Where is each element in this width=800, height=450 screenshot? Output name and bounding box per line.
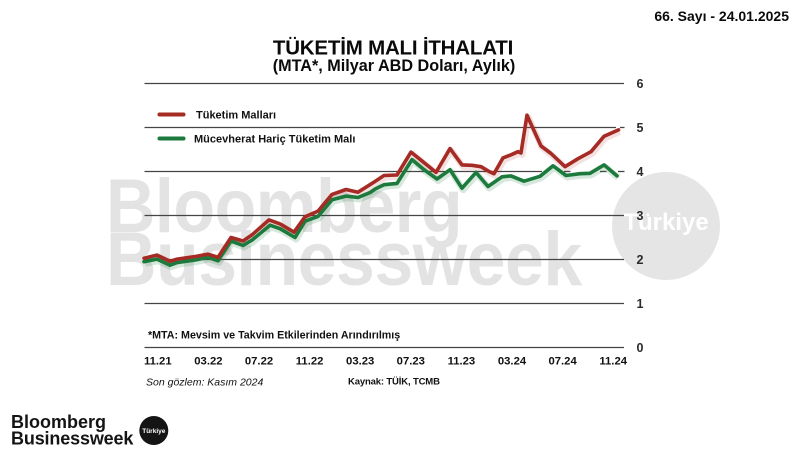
svg-text:Kaynak: TÜİK, TCMB: Kaynak: TÜİK, TCMB: [348, 377, 440, 388]
svg-text:03.24: 03.24: [498, 356, 527, 368]
svg-text:1: 1: [637, 297, 644, 311]
svg-text:11.21: 11.21: [144, 356, 172, 368]
svg-text:Türkiye: Türkiye: [142, 428, 166, 435]
svg-text:07.22: 07.22: [245, 356, 273, 368]
svg-text:Son gözlem: Kasım 2024: Son gözlem: Kasım 2024: [146, 377, 263, 389]
svg-text:5: 5: [637, 121, 644, 135]
svg-text:66. Sayı - 24.01.2025: 66. Sayı - 24.01.2025: [654, 8, 789, 24]
svg-text:03.22: 03.22: [194, 356, 222, 368]
svg-text:11.24: 11.24: [599, 356, 627, 368]
svg-text:Tüketim Malları: Tüketim Malları: [196, 110, 276, 122]
svg-text:Bloomberg: Bloomberg: [11, 412, 106, 432]
svg-text:0: 0: [637, 341, 644, 355]
svg-text:Bloomberg: Bloomberg: [106, 165, 462, 249]
svg-text:Mücevherat Hariç Tüketim Malı: Mücevherat Hariç Tüketim Malı: [194, 134, 355, 146]
svg-text:Türkiye: Türkiye: [623, 209, 708, 236]
svg-text:TÜKETİM MALI İTHALATI: TÜKETİM MALI İTHALATI: [273, 37, 513, 60]
svg-text:*MTA: Mevsim ve Takvim Etkiler: *MTA: Mevsim ve Takvim Etkilerinden Arın…: [148, 330, 400, 342]
svg-text:Businessweek: Businessweek: [11, 429, 134, 449]
svg-text:3: 3: [637, 209, 644, 223]
svg-text:11.22: 11.22: [296, 356, 324, 368]
svg-text:6: 6: [637, 77, 644, 91]
svg-text:11.23: 11.23: [448, 356, 476, 368]
svg-text:07.23: 07.23: [397, 356, 425, 368]
svg-text:4: 4: [637, 165, 644, 179]
svg-text:03.23: 03.23: [346, 356, 374, 368]
svg-text:2: 2: [637, 253, 644, 267]
svg-text:07.24: 07.24: [548, 356, 577, 368]
svg-text:(MTA*, Milyar ABD Doları, Aylı: (MTA*, Milyar ABD Doları, Aylık): [273, 57, 516, 75]
